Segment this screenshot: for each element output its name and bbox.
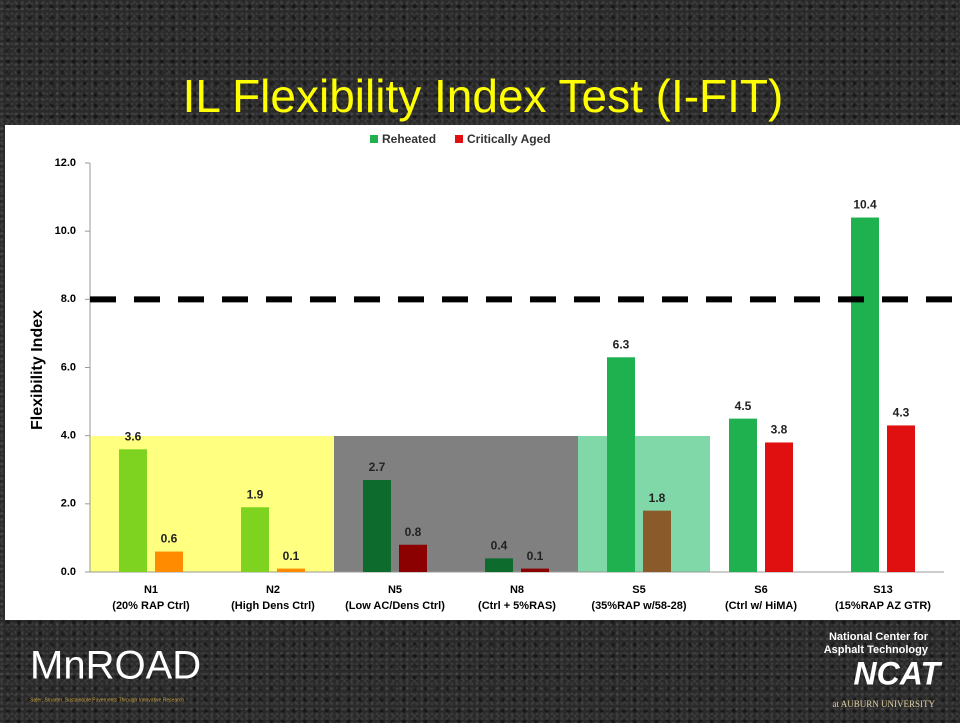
x-tick-description: (20% RAP Ctrl) — [112, 600, 190, 612]
x-tick-description: (High Dens Ctrl) — [231, 600, 315, 612]
y-tick-label: 8.0 — [61, 293, 76, 305]
bar — [119, 449, 147, 572]
legend-label: Reheated — [382, 132, 436, 146]
data-label: 4.5 — [735, 399, 752, 413]
data-label: 4.3 — [893, 406, 910, 420]
y-tick-label: 4.0 — [61, 430, 76, 442]
logo-tagline: Safer, Smarter, Sustainable Pavements Th… — [30, 697, 184, 703]
y-tick-label: 2.0 — [61, 498, 76, 510]
data-label: 6.3 — [613, 337, 630, 351]
x-tick-description: (15%RAP AZ GTR) — [835, 600, 931, 612]
data-label: 2.7 — [369, 460, 386, 474]
x-tick-label: N5 — [388, 584, 402, 596]
bar — [277, 569, 305, 572]
legend-swatch — [455, 135, 463, 143]
x-tick-label: N8 — [510, 584, 524, 596]
data-label: 0.1 — [283, 549, 300, 563]
bar — [765, 442, 793, 572]
data-label: 3.8 — [771, 423, 788, 437]
page: IL Flexibility Index Test (I-FIT) Flexib… — [0, 0, 960, 723]
data-label: 0.4 — [491, 539, 508, 553]
x-tick-description: (Low AC/Dens Ctrl) — [345, 600, 445, 612]
bar — [521, 569, 549, 572]
y-tick-label: 0.0 — [61, 566, 76, 578]
x-tick-label: S6 — [754, 584, 767, 596]
slide: IL Flexibility Index Test (I-FIT) Flexib… — [0, 0, 960, 723]
bar — [241, 507, 269, 572]
data-label: 0.1 — [527, 549, 544, 563]
bar — [729, 419, 757, 572]
data-label: 3.6 — [125, 429, 142, 443]
legend-swatch — [370, 135, 378, 143]
y-tick-label: 6.0 — [61, 361, 76, 373]
data-label: 0.8 — [405, 525, 422, 539]
data-label: 0.6 — [161, 532, 178, 546]
x-tick-description: (Ctrl + 5%RAS) — [478, 600, 556, 612]
x-tick-description: (Ctrl w/ HiMA) — [725, 600, 797, 612]
bar — [607, 357, 635, 572]
logo-auburn: at AUBURN UNIVERSITY — [833, 699, 936, 709]
data-label: 10.4 — [853, 198, 877, 212]
bar — [887, 425, 915, 572]
x-tick-label: N1 — [144, 584, 158, 596]
slide-title: IL Flexibility Index Test (I-FIT) — [183, 70, 784, 122]
bar — [851, 218, 879, 572]
x-tick-label: N2 — [266, 584, 280, 596]
bar — [363, 480, 391, 572]
logo-mnroad: MnROAD — [30, 644, 201, 688]
data-label: 1.9 — [247, 487, 264, 501]
y-axis-label: Flexibility Index — [29, 310, 46, 430]
bar — [485, 558, 513, 572]
x-tick-label: S13 — [873, 584, 893, 596]
y-tick-label: 10.0 — [55, 225, 76, 237]
logo-ncat: NCAT — [854, 655, 943, 691]
bar — [643, 511, 671, 572]
x-tick-label: S5 — [632, 584, 645, 596]
legend-label: Critically Aged — [467, 132, 551, 146]
data-label: 1.8 — [649, 491, 666, 505]
logo-ncat-line: National Center for — [829, 631, 929, 643]
logo-ncat-line: Asphalt Technology — [824, 644, 929, 656]
y-tick-label: 12.0 — [55, 157, 76, 169]
x-tick-description: (35%RAP w/58-28) — [591, 600, 687, 612]
bar — [399, 545, 427, 572]
bar — [155, 552, 183, 572]
